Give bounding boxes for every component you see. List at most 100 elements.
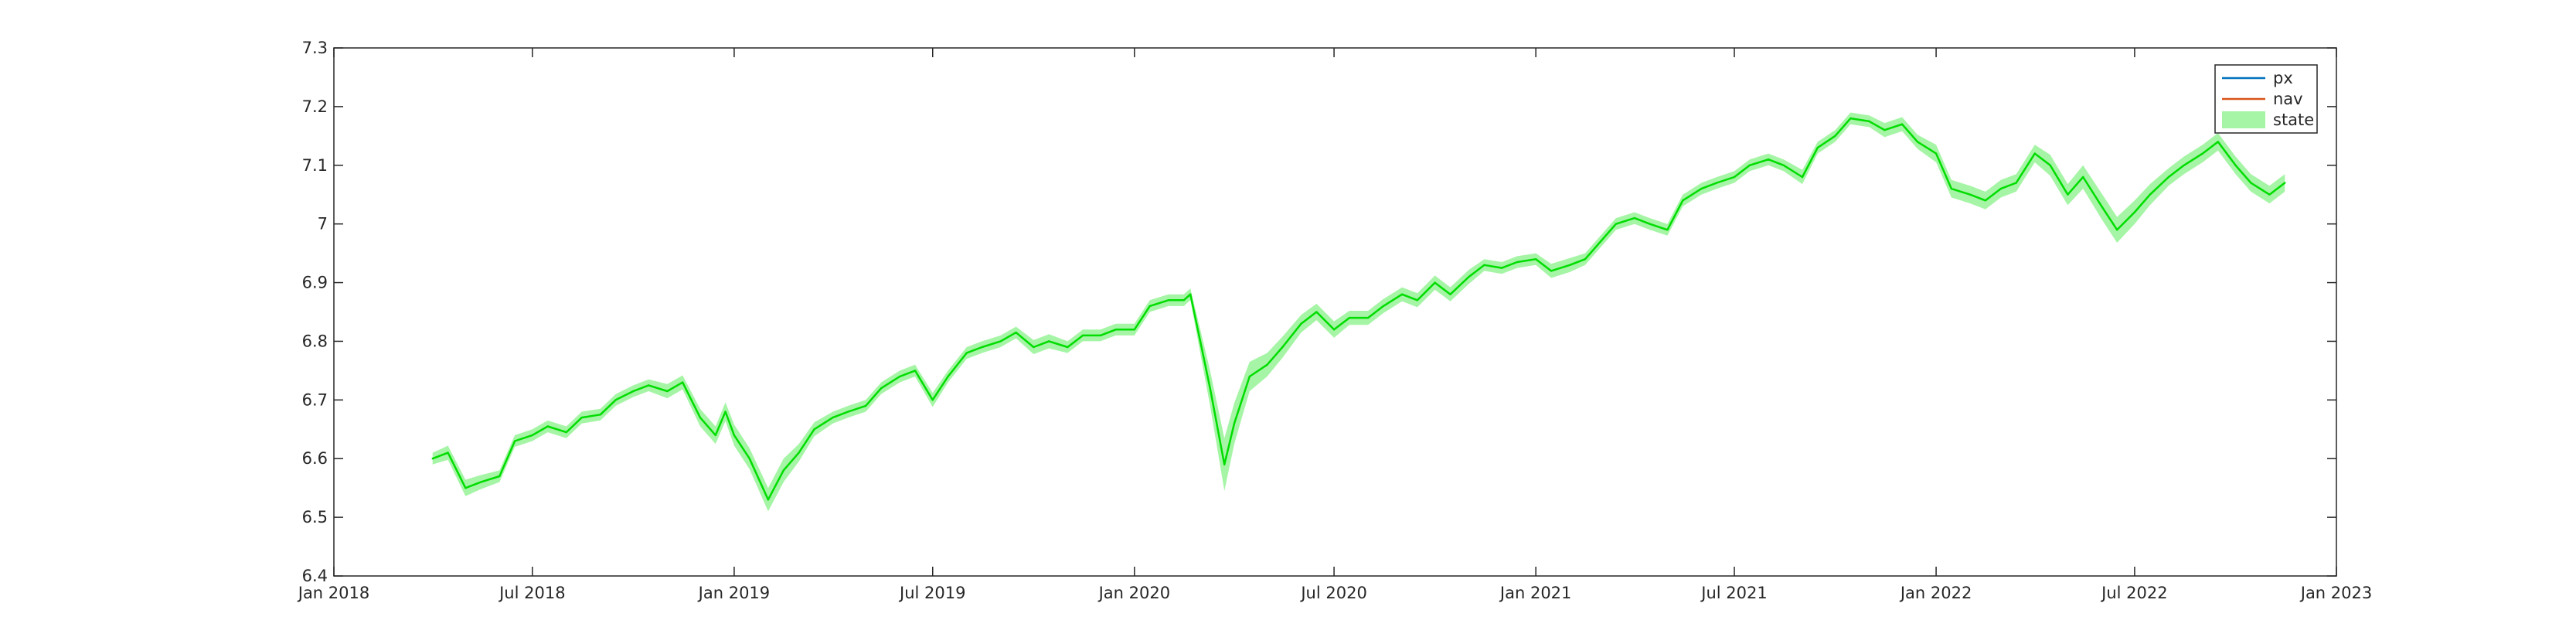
data-point	[1449, 293, 1451, 295]
data-point	[1382, 305, 1385, 308]
data-point	[614, 399, 617, 401]
data-point	[531, 434, 533, 437]
data-point	[1114, 329, 1117, 331]
data-point	[1099, 334, 1102, 337]
data-point	[1199, 340, 1202, 342]
data-point	[2201, 152, 2204, 155]
x-tick-label: Jan 2018	[297, 584, 370, 602]
data-point	[981, 346, 983, 349]
axis-ticks: Jan 2018 Jul 2018 Jan 2019 Jul 2019 Jan 2020…	[297, 39, 2373, 602]
data-point	[1434, 281, 1436, 284]
data-point	[1189, 293, 1192, 295]
data-point	[2149, 193, 2151, 196]
data-point	[499, 475, 501, 478]
data-point	[914, 370, 917, 372]
data-point	[1884, 129, 1886, 131]
data-point	[1015, 331, 1017, 334]
data-point	[1950, 187, 1953, 190]
data-point	[1868, 120, 1870, 123]
data-point	[447, 451, 449, 454]
data-point	[1599, 240, 1602, 243]
data-point	[1366, 316, 1370, 319]
data-point	[1700, 187, 1703, 190]
data-point	[479, 481, 482, 483]
data-point	[1935, 152, 1938, 155]
data-point	[1033, 346, 1035, 349]
data-point	[880, 387, 883, 390]
state-band-layer	[432, 112, 2285, 512]
data-point	[1223, 463, 1226, 465]
y-tick-label: 6.9	[302, 274, 328, 292]
data-point	[899, 375, 901, 378]
data-point	[2250, 182, 2252, 184]
data-point	[733, 434, 736, 437]
y-tick-label: 7.1	[302, 156, 328, 175]
data-point	[1615, 223, 1617, 225]
data-point	[2284, 182, 2286, 184]
data-point	[965, 352, 968, 354]
data-point	[1400, 293, 1404, 295]
y-tick-label: 6.5	[302, 508, 328, 526]
data-point	[2049, 164, 2051, 166]
data-point	[1682, 199, 1684, 202]
data-point	[832, 416, 834, 419]
data-point	[1584, 258, 1587, 261]
y-tick-label: 6.7	[302, 390, 328, 409]
data-point	[1999, 187, 2002, 190]
data-point	[1666, 229, 1669, 231]
legend: px nav state	[2214, 64, 2318, 134]
data-point	[714, 434, 716, 437]
data-point	[1300, 322, 1302, 325]
data-point	[1468, 275, 1470, 278]
data-point	[599, 414, 601, 416]
data-point	[1501, 267, 1503, 269]
x-tick-label: Jul 2021	[1700, 584, 1767, 602]
data-point	[2268, 193, 2271, 196]
data-point	[1167, 299, 1170, 302]
x-tick-label: Jan 2023	[2299, 584, 2373, 602]
data-point	[1550, 270, 1553, 272]
y-tick-label: 7.2	[302, 97, 328, 116]
data-point	[1315, 311, 1318, 313]
data-point	[1767, 158, 1770, 161]
data-point	[1569, 264, 1571, 266]
data-point	[1969, 193, 1972, 196]
data-point	[666, 390, 669, 393]
data-point	[865, 404, 867, 407]
data-point	[1416, 299, 1419, 302]
data-point	[847, 411, 849, 413]
x-tick-label: Jan 2019	[697, 584, 771, 602]
data-point	[648, 384, 650, 387]
plot-axes-box	[333, 47, 2337, 577]
state-line-layer	[431, 117, 2286, 501]
data-point	[464, 487, 467, 489]
data-point	[1733, 175, 1736, 179]
data-point	[1849, 117, 1852, 120]
data-point	[1649, 223, 1651, 225]
data-point	[931, 399, 934, 401]
legend-label-state: state	[2273, 111, 2314, 129]
data-point	[2116, 229, 2118, 231]
data-point	[513, 440, 516, 442]
data-point	[1516, 261, 1519, 264]
x-tick-label: Jul 2020	[1299, 584, 1366, 602]
data-point	[813, 428, 815, 431]
data-point	[724, 411, 727, 413]
data-point	[1233, 422, 1236, 424]
data-point	[1816, 146, 1819, 149]
data-point	[748, 458, 750, 460]
data-point	[1281, 346, 1284, 349]
data-point	[2234, 164, 2237, 166]
data-point	[546, 425, 549, 428]
data-point	[2101, 205, 2103, 208]
data-point	[1716, 182, 1718, 184]
data-point	[1067, 346, 1069, 349]
data-point	[1148, 305, 1151, 308]
y-tick-label: 6.4	[302, 567, 328, 585]
y-tick-label: 6.8	[302, 332, 328, 350]
data-point	[999, 340, 1002, 342]
data-point	[1834, 135, 1836, 137]
x-tick-label: Jul 2018	[498, 584, 565, 602]
data-point	[1266, 363, 1268, 366]
